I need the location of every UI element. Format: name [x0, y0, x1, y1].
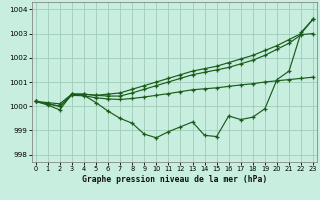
X-axis label: Graphe pression niveau de la mer (hPa): Graphe pression niveau de la mer (hPa): [82, 175, 267, 184]
